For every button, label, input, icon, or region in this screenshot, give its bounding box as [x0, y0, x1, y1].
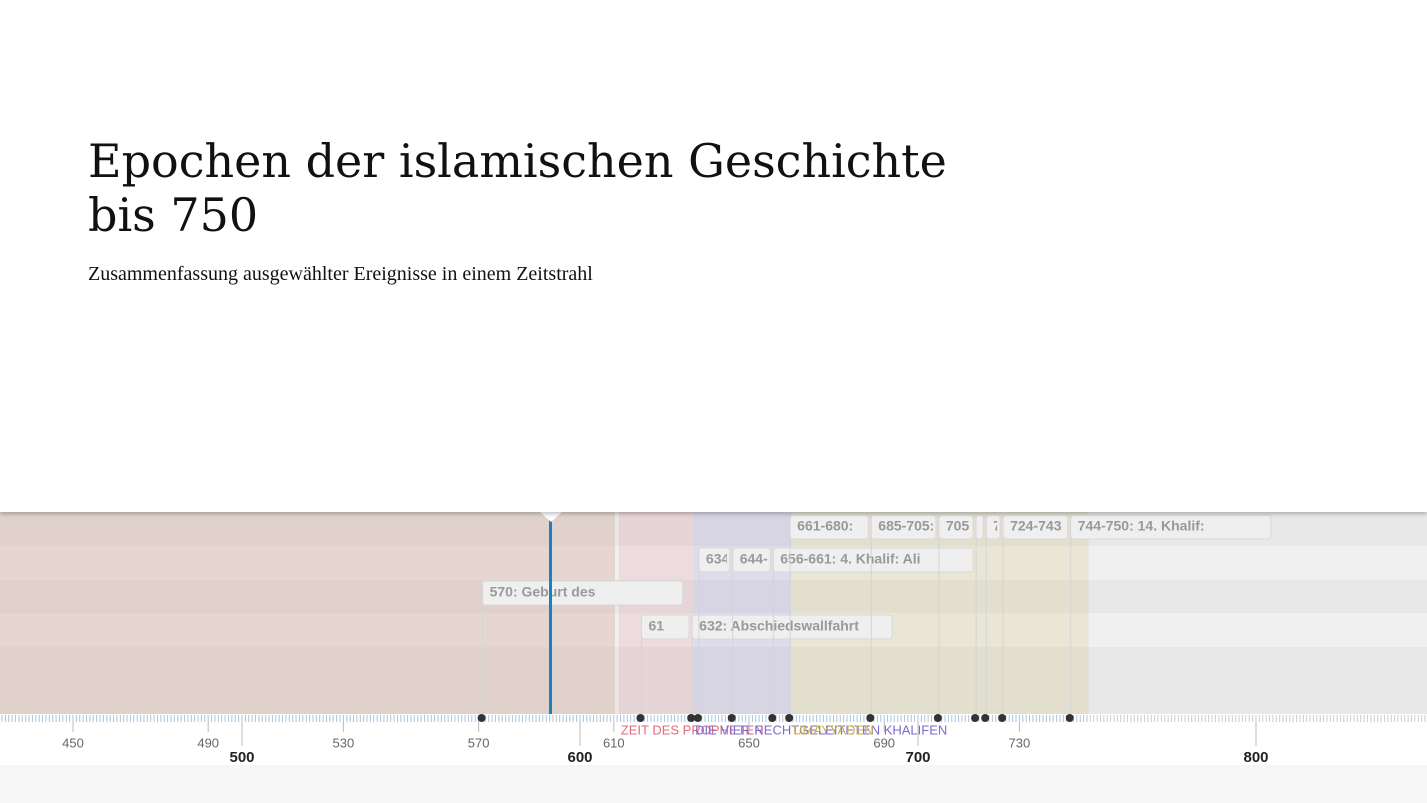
title: Epochen der islamischen Geschichte bis 7…	[88, 134, 947, 242]
tick-label: 730	[1009, 735, 1031, 750]
era-band	[618, 512, 694, 714]
major-tick-label: 600	[567, 749, 592, 766]
event-label: 656-661: 4. Khalif: Ali	[780, 551, 920, 567]
event-card	[732, 547, 771, 573]
event-label: 7	[993, 518, 1001, 534]
events: 570: Geburt des 61 632: Abschiedswallfahrt…	[482, 514, 1272, 714]
tick-label: 610	[603, 735, 625, 750]
event-dot	[998, 714, 1007, 722]
tick-label: 530	[333, 735, 355, 750]
major-tick-label: 700	[905, 749, 930, 766]
event-label: 632: Abschiedswallfahrt	[699, 618, 859, 634]
event-dot	[727, 714, 736, 722]
header: Epochen der islamischen Geschichte bis 7…	[88, 134, 947, 285]
event-card	[691, 614, 893, 640]
era-label: ZEIT DES PROPHETEN	[621, 722, 764, 737]
era-band	[693, 512, 792, 714]
era-label: UMAYYADEN	[793, 722, 873, 737]
event-label: 644-6	[740, 551, 776, 567]
eras	[618, 512, 1089, 714]
event-dot	[768, 714, 777, 722]
event-dot	[636, 714, 645, 722]
tick-label: 650	[738, 735, 760, 750]
event-card	[1002, 514, 1069, 540]
row-stripe	[0, 647, 1427, 714]
major-tick-label: 500	[229, 749, 254, 766]
tick-label: 490	[197, 735, 219, 750]
event-dot	[971, 714, 980, 722]
event-dot	[866, 714, 875, 722]
event-label: 744-750: 14. Khalif:	[1078, 518, 1205, 534]
tick-label: 450	[62, 735, 84, 750]
subtitle: Zusammenfassung ausgewählter Ereignisse …	[88, 263, 593, 285]
event-dot	[693, 714, 702, 722]
event-label: 685-705:	[878, 518, 934, 534]
footer	[0, 765, 1427, 803]
event-dot	[785, 714, 794, 722]
event-card	[640, 614, 690, 640]
event-card	[938, 514, 974, 540]
row-stripe	[0, 580, 1427, 613]
event-card	[985, 514, 1001, 540]
event-label: 634	[706, 551, 730, 567]
event-card	[975, 514, 984, 540]
event-card	[789, 514, 869, 540]
event-dot	[981, 714, 990, 722]
current-marker	[549, 512, 552, 714]
event-label: 724-743	[1010, 518, 1062, 534]
event-label: 705	[946, 518, 970, 534]
event-card	[698, 547, 731, 573]
event-label: 61	[648, 618, 664, 634]
event-dot	[477, 714, 486, 722]
event-card	[772, 547, 974, 573]
tick-label: 690	[873, 735, 895, 750]
event-dot	[1065, 714, 1074, 722]
era-band	[791, 512, 1089, 714]
event-dot	[687, 714, 696, 722]
era-band	[0, 512, 615, 714]
event-card	[482, 580, 684, 606]
event-card	[870, 514, 937, 540]
major-tick-label: 800	[1243, 749, 1268, 766]
tick-label: 570	[468, 735, 490, 750]
event-card	[1070, 514, 1272, 540]
marker-notch	[540, 512, 562, 522]
axis-strip	[0, 714, 1427, 723]
event-label: 661-680:	[797, 518, 853, 534]
event-dot	[933, 714, 942, 722]
event-label: 570: Geburt des	[490, 584, 596, 600]
